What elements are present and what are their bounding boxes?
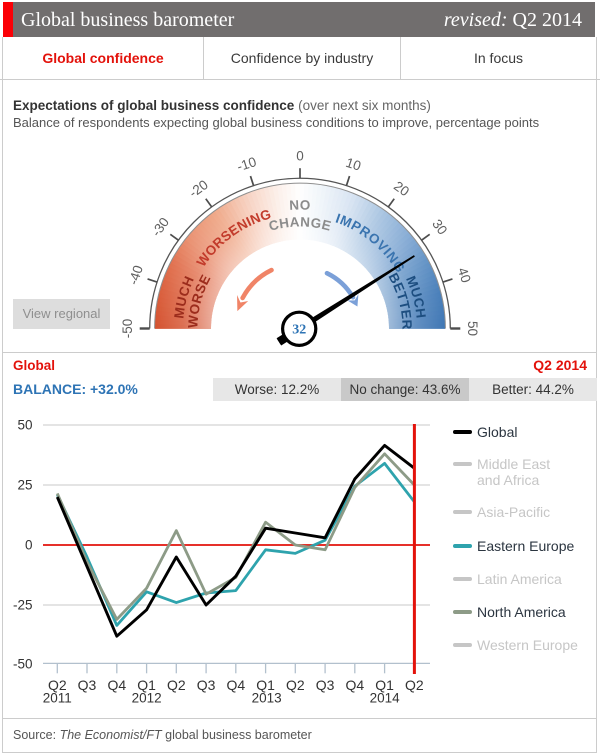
svg-text:Q1: Q1 <box>137 677 156 693</box>
svg-text:-20: -20 <box>186 177 211 201</box>
svg-text:-30: -30 <box>148 215 172 240</box>
svg-text:2014: 2014 <box>370 691 401 706</box>
svg-text:Q2: Q2 <box>286 677 305 693</box>
svg-text:-10: -10 <box>235 154 258 174</box>
svg-text:Q4: Q4 <box>226 677 245 693</box>
svg-text:-50: -50 <box>13 657 33 672</box>
svg-text:NO: NO <box>289 197 311 212</box>
svg-text:-40: -40 <box>126 264 146 287</box>
svg-text:Q2: Q2 <box>48 677 67 693</box>
svg-text:Q1: Q1 <box>256 677 275 693</box>
svg-text:30: 30 <box>429 217 450 238</box>
svg-text:2011: 2011 <box>43 691 72 706</box>
svg-text:20: 20 <box>391 178 412 199</box>
svg-text:Q3: Q3 <box>78 677 97 693</box>
svg-text:10: 10 <box>344 155 363 174</box>
svg-text:0: 0 <box>296 148 304 163</box>
svg-text:Q2: Q2 <box>167 677 186 693</box>
svg-text:32: 32 <box>292 323 306 338</box>
svg-text:Q1: Q1 <box>375 677 394 693</box>
svg-text:25: 25 <box>17 478 32 493</box>
svg-text:Q3: Q3 <box>197 677 216 693</box>
svg-text:50: 50 <box>465 321 480 336</box>
svg-text:Q2: Q2 <box>405 677 424 693</box>
svg-text:0: 0 <box>25 538 33 553</box>
svg-text:2013: 2013 <box>252 691 282 706</box>
svg-text:50: 50 <box>17 418 32 433</box>
svg-text:-50: -50 <box>120 319 135 339</box>
svg-text:2012: 2012 <box>132 691 162 706</box>
svg-text:40: 40 <box>455 266 474 285</box>
svg-text:Q4: Q4 <box>107 677 126 693</box>
svg-text:Q3: Q3 <box>316 677 335 693</box>
svg-text:-25: -25 <box>13 598 33 613</box>
svg-text:Q4: Q4 <box>345 677 364 693</box>
